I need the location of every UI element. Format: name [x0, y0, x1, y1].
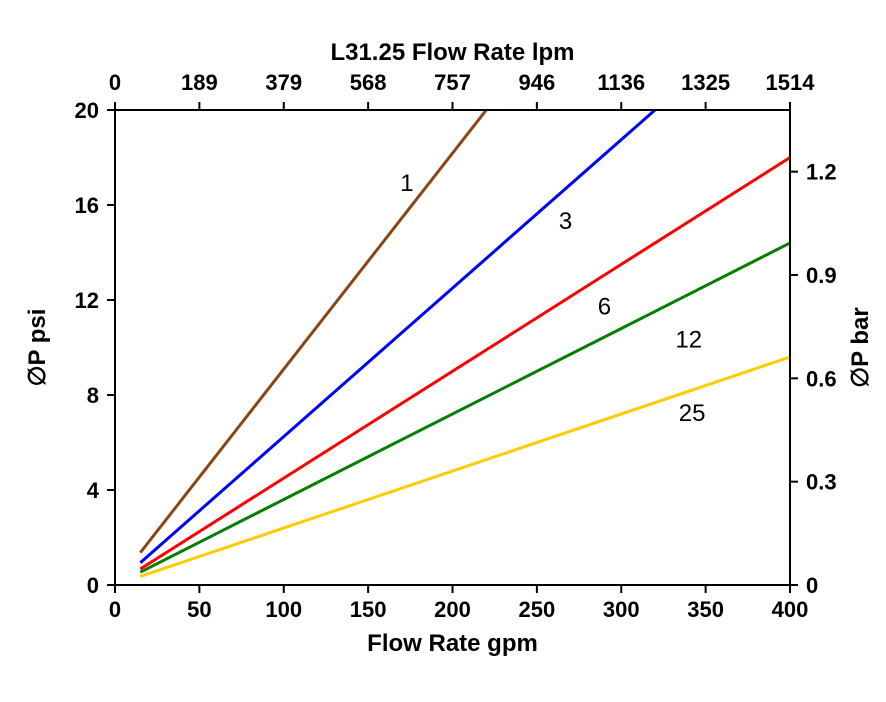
- x-top-tick-label: 568: [350, 70, 387, 95]
- x-bottom-tick-label: 0: [109, 597, 121, 622]
- y-left-tick-label: 4: [87, 478, 100, 503]
- y-right-tick-label: 0: [806, 573, 818, 598]
- y-left-tick-label: 12: [75, 288, 99, 313]
- x-bottom-title: Flow Rate gpm: [367, 630, 538, 657]
- x-top-tick-label: 1514: [766, 70, 816, 95]
- x-bottom-tick-label: 250: [519, 597, 556, 622]
- x-top-tick-label: 379: [265, 70, 302, 95]
- y-right-tick-label: 0.6: [806, 366, 837, 391]
- x-bottom-tick-label: 200: [434, 597, 471, 622]
- x-top-tick-label: 189: [181, 70, 218, 95]
- x-bottom-tick-label: 300: [603, 597, 640, 622]
- y-left-tick-label: 8: [87, 383, 99, 408]
- series-label-12: 12: [675, 327, 702, 354]
- series-label-6: 6: [598, 293, 611, 320]
- x-bottom-tick-label: 150: [350, 597, 387, 622]
- y-left-tick-label: 20: [75, 98, 99, 123]
- x-top-tick-label: 1136: [597, 70, 645, 95]
- y-right-tick-label: 0.9: [806, 263, 837, 288]
- y-right-tick-label: 0.3: [806, 470, 837, 495]
- x-top-tick-label: 946: [519, 70, 556, 95]
- x-bottom-tick-label: 50: [187, 597, 211, 622]
- x-bottom-tick-label: 100: [265, 597, 302, 622]
- series-label-1: 1: [400, 170, 413, 197]
- y-left-title: ∅P psi: [24, 309, 51, 387]
- y-left-tick-label: 0: [87, 573, 99, 598]
- x-bottom-tick-label: 400: [772, 597, 809, 622]
- line-chart: 050100150200250300350400Flow Rate gpm018…: [0, 0, 886, 702]
- series-label-3: 3: [559, 208, 572, 235]
- chart-container: 050100150200250300350400Flow Rate gpm018…: [0, 0, 886, 702]
- y-right-tick-label: 1.2: [806, 160, 837, 185]
- svg-text:∅P psi: ∅P psi: [24, 309, 51, 387]
- x-bottom-tick-label: 350: [687, 597, 724, 622]
- x-top-tick-label: 0: [109, 70, 121, 95]
- series-label-25: 25: [679, 400, 706, 427]
- x-top-tick-label: 757: [434, 70, 471, 95]
- x-top-title: L31.25 Flow Rate lpm: [330, 39, 574, 66]
- svg-text:∅P bar: ∅P bar: [847, 307, 874, 388]
- y-left-tick-label: 16: [75, 193, 99, 218]
- x-top-tick-label: 1325: [681, 70, 730, 95]
- y-right-title: ∅P bar: [847, 307, 874, 388]
